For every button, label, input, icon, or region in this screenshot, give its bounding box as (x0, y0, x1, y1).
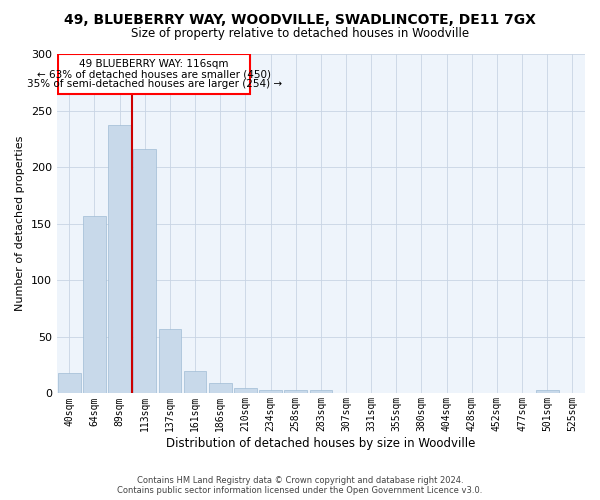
Text: 49, BLUEBERRY WAY, WOODVILLE, SWADLINCOTE, DE11 7GX: 49, BLUEBERRY WAY, WOODVILLE, SWADLINCOT… (64, 12, 536, 26)
Y-axis label: Number of detached properties: Number of detached properties (15, 136, 25, 312)
Bar (259, 390, 282, 394)
Text: ← 63% of detached houses are smaller (450): ← 63% of detached houses are smaller (45… (37, 70, 271, 80)
Bar (109, 126, 131, 394)
Bar (158, 329, 181, 394)
Bar (536, 390, 559, 394)
X-axis label: Distribution of detached houses by size in Woodville: Distribution of detached houses by size … (166, 437, 476, 450)
Text: Contains HM Land Registry data © Crown copyright and database right 2024.
Contai: Contains HM Land Registry data © Crown c… (118, 476, 482, 495)
Bar (310, 390, 332, 394)
Bar (184, 371, 206, 394)
Bar (58, 373, 80, 394)
Text: Size of property relative to detached houses in Woodville: Size of property relative to detached ho… (131, 28, 469, 40)
Bar (234, 388, 257, 394)
FancyBboxPatch shape (58, 54, 250, 94)
Bar (83, 216, 106, 394)
Bar (284, 390, 307, 394)
Bar (133, 149, 156, 394)
Text: 35% of semi-detached houses are larger (254) →: 35% of semi-detached houses are larger (… (26, 79, 282, 89)
Bar (209, 383, 232, 394)
Text: 49 BLUEBERRY WAY: 116sqm: 49 BLUEBERRY WAY: 116sqm (79, 58, 229, 68)
